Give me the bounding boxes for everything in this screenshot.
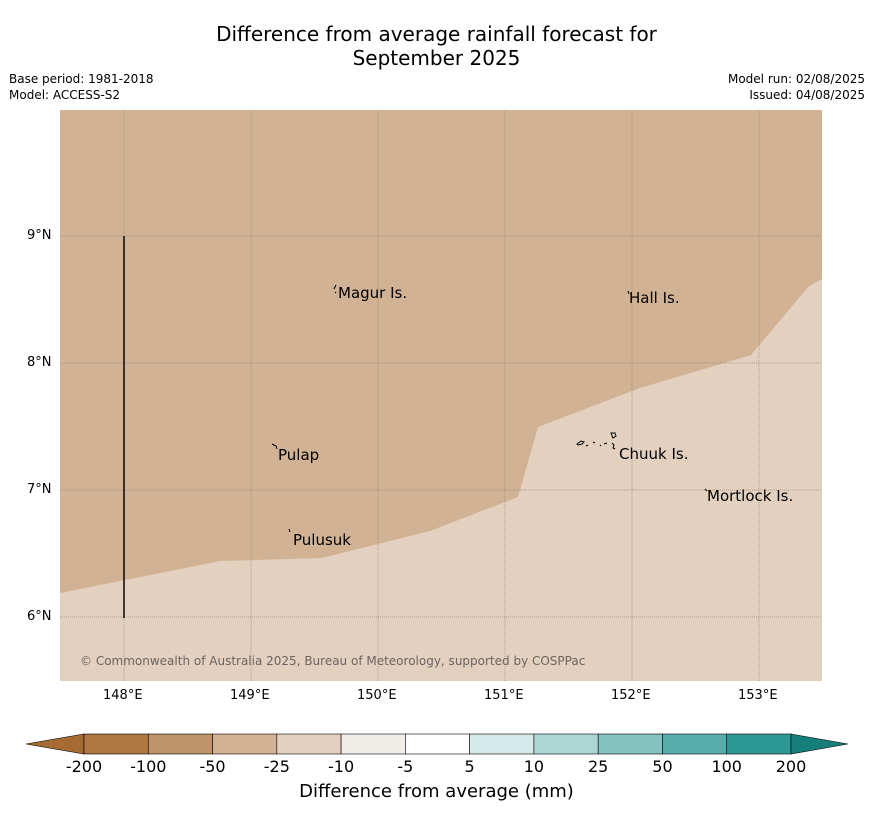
copyright-credit: © Commonwealth of Australia 2025, Bureau…: [80, 654, 586, 668]
base-period: Base period: 1981-2018: [9, 72, 154, 86]
title-line-1: Difference from average rainfall forecas…: [216, 22, 657, 46]
colorbar-arrow-low: [25, 733, 85, 755]
colorbar-segment: [340, 733, 406, 755]
colorbar-tick-label: 10: [523, 757, 545, 776]
colorbar-tick-label: 50: [652, 757, 673, 776]
colorbar-segment: [597, 733, 663, 755]
colorbar-tick-label: -5: [397, 757, 414, 776]
colorbar: [25, 733, 849, 755]
colorbar-tick-label: 100: [711, 757, 742, 776]
lat-label-8n: 8°N: [27, 355, 52, 370]
colorbar-segment: [147, 733, 213, 755]
model-run: Model run: 02/08/2025: [727, 72, 865, 86]
place-pulap: Pulap: [278, 446, 320, 464]
colorbar-segment: [662, 733, 728, 755]
issued-date: Issued: 04/08/2025: [749, 88, 865, 102]
place-hall: Hall Is.: [629, 289, 680, 307]
meta-left: Base period: 1981-2018 Model: ACCESS-S2: [9, 71, 154, 103]
colorbar-segment: [533, 733, 599, 755]
place-chuuk: Chuuk Is.: [619, 445, 689, 463]
colorbar-tick-label: 200: [775, 757, 807, 776]
colorbar-segment: [83, 733, 149, 755]
lon-label-150e: 150°E: [357, 688, 397, 703]
lon-label-153e: 153°E: [738, 688, 778, 703]
colorbar-tick-label: 5: [464, 757, 475, 776]
colorbar-segment: [212, 733, 278, 755]
colorbar-tick-label: -200: [65, 757, 103, 776]
colorbar-tick-label: 25: [587, 757, 609, 776]
colorbar-segment: [405, 733, 470, 755]
lon-label-148e: 148°E: [103, 688, 143, 703]
drier-region: [60, 110, 822, 593]
colorbar-segment: [469, 733, 535, 755]
title-line-2: September 2025: [352, 46, 521, 70]
meta-right: Model run: 02/08/2025 Issued: 04/08/2025: [728, 71, 865, 103]
island-outlines: [271, 284, 708, 533]
colorbar-segment: [726, 733, 792, 755]
place-pulusuk: Pulusuk: [293, 531, 351, 549]
place-mortlock: Mortlock Is.: [707, 487, 794, 505]
lon-label-151e: 151°E: [484, 688, 524, 703]
colorbar-tick-label: -25: [263, 757, 290, 776]
map-title: Difference from average rainfall forecas…: [0, 22, 873, 70]
colorbar-tick-label: -100: [130, 757, 167, 776]
gridlines: [60, 110, 822, 681]
lat-label-6n: 6°N: [27, 609, 52, 624]
lat-label-7n: 7°N: [27, 482, 52, 497]
colorbar-tick-label: -10: [328, 757, 355, 776]
colorbar-arrow-high: [790, 733, 849, 755]
colorbar-title: Difference from average (mm): [299, 781, 574, 802]
place-magur: Magur Is.: [338, 284, 408, 302]
colorbar-tick-label: -50: [199, 757, 226, 776]
lon-label-152e: 152°E: [611, 688, 651, 703]
colorbar-segment: [276, 733, 342, 755]
model-name: Model: ACCESS-S2: [9, 88, 121, 102]
lat-label-9n: 9°N: [27, 228, 52, 243]
lon-label-149e: 149°E: [230, 688, 270, 703]
